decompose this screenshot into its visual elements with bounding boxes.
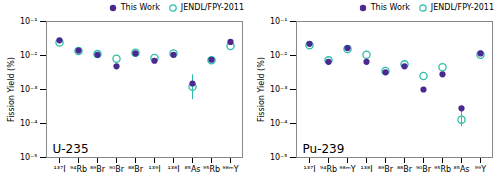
html-text:This Work: This Work [120,3,160,12]
html-text:JENDL/FPY-2011: JENDL/FPY-2011 [430,3,494,12]
svg-text:⁹⁵Rb: ⁹⁵Rb [434,165,451,174]
html-text:This Work: This Work [370,3,410,12]
svg-text:⁸⁹Br: ⁸⁹Br [90,165,106,174]
svg-text:10⁻⁴: 10⁻⁴ [20,119,38,128]
svg-text:⁹⁵Rb: ⁹⁵Rb [203,165,220,174]
svg-text:⁹⁰Br: ⁹⁰Br [109,165,125,174]
svg-text:Pu-239: Pu-239 [303,142,345,156]
svg-text:¹³⁹I: ¹³⁹I [149,165,161,174]
svg-text:Fission Yield (%): Fission Yield (%) [7,57,16,122]
svg-text:⁸⁵As: ⁸⁵As [184,165,200,174]
svg-text:10⁻²: 10⁻² [270,51,288,60]
svg-text:⁹⁰Br: ⁹⁰Br [416,165,432,174]
svg-text:⁹⁸ᵐY: ⁹⁸ᵐY [339,165,355,174]
svg-text:10⁻³: 10⁻³ [20,85,38,94]
svg-text:⁹⁸ᵐY: ⁹⁸ᵐY [222,165,238,174]
svg-text:10⁻¹: 10⁻¹ [20,17,38,26]
svg-text:¹³⁸I: ¹³⁸I [168,165,180,174]
svg-text:⁹⁴Rb: ⁹⁴Rb [320,165,337,174]
svg-text:⁸⁸Br: ⁸⁸Br [128,165,144,174]
svg-text:10⁻¹: 10⁻¹ [270,17,288,26]
svg-text:¹³⁷I: ¹³⁷I [304,165,316,174]
svg-text:10⁻⁵: 10⁻⁵ [270,153,288,162]
svg-text:¹³⁸I: ¹³⁸I [361,165,373,174]
svg-text:10⁻⁵: 10⁻⁵ [20,153,38,162]
svg-text:⁸⁹Br: ⁸⁹Br [378,165,394,174]
svg-text:⁸⁸Br: ⁸⁸Br [397,165,413,174]
svg-text:⁸⁵As: ⁸⁵As [453,165,469,174]
html-text:JENDL/FPY-2011: JENDL/FPY-2011 [180,3,244,12]
svg-text:10⁻³: 10⁻³ [270,85,288,94]
svg-text:U-235: U-235 [53,142,89,156]
svg-text:10⁻²: 10⁻² [20,51,38,60]
svg-text:⁹⁴Rb: ⁹⁴Rb [70,165,87,174]
svg-text:¹³⁷I: ¹³⁷I [54,165,66,174]
svg-text:⁹⁹Y: ⁹⁹Y [475,165,486,174]
svg-text:Fission Yield (%): Fission Yield (%) [257,57,266,122]
svg-text:10⁻⁴: 10⁻⁴ [270,119,288,128]
